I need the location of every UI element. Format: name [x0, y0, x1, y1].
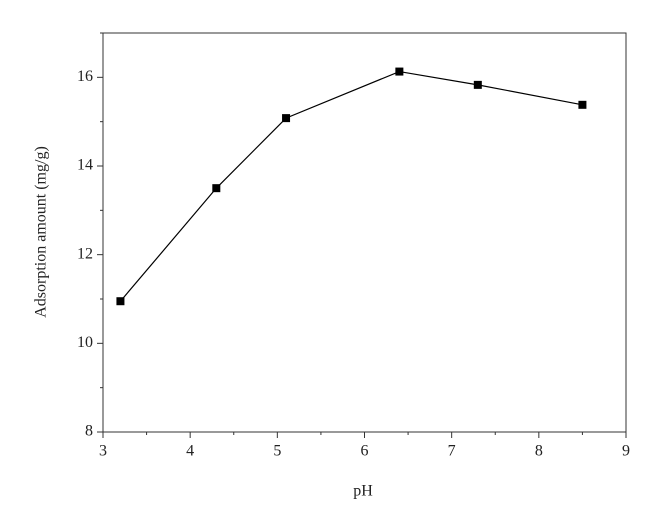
y-tick-label: 10 [77, 334, 93, 351]
series-line [119, 70, 583, 302]
x-axis-label: pH [353, 483, 373, 500]
y-tick-label: 14 [77, 157, 93, 174]
y-tick-label: 16 [77, 68, 93, 85]
data-point [282, 114, 291, 123]
x-tick-label: 4 [186, 443, 194, 460]
y-tick-label: 8 [85, 423, 93, 440]
y-axis-label: Adsorption amount (mg/g) [33, 146, 50, 318]
data-point [395, 67, 404, 76]
plot-frame [102, 32, 627, 433]
x-tick-label: 3 [99, 443, 107, 460]
x-tick-label: 8 [535, 443, 543, 460]
x-tick-label: 7 [448, 443, 456, 460]
x-tick-label: 9 [622, 443, 630, 460]
data-point [212, 184, 221, 193]
x-tick-label: 5 [273, 443, 281, 460]
y-tick-label: 12 [77, 245, 93, 262]
data-point [578, 100, 587, 109]
data-point [116, 297, 125, 306]
data-point [473, 80, 482, 89]
x-tick-label: 6 [361, 443, 369, 460]
